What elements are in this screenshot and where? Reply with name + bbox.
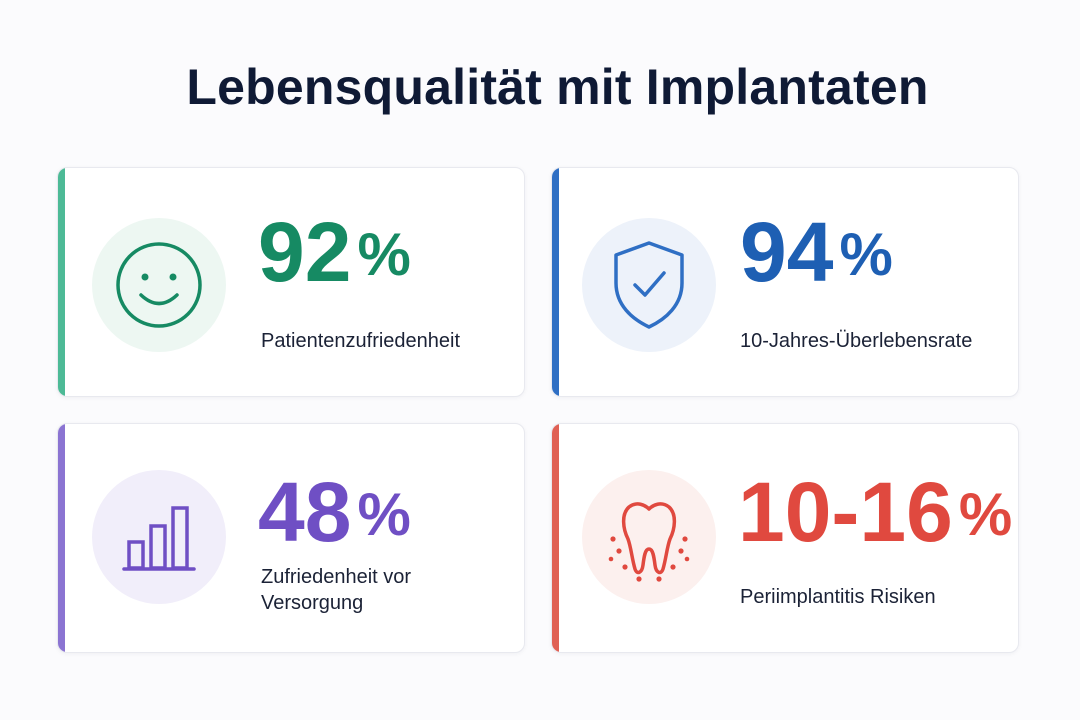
stat-number: 92 (258, 205, 352, 299)
stat-value: 94% (740, 210, 893, 294)
icon-circle (582, 470, 716, 604)
card-accent-bar (58, 168, 65, 396)
smiley-icon (116, 242, 202, 328)
icon-circle (92, 470, 226, 604)
stat-card-periimplantitis: 10-16% Periimplantitis Risiken (551, 423, 1019, 653)
stat-label: Periimplantitis Risiken (740, 586, 936, 608)
page-title: Lebensqualität mit Implantaten (186, 59, 929, 115)
stat-label: 10-Jahres-Überlebensrate (740, 330, 973, 352)
card-accent-bar (552, 424, 559, 652)
stat-unit: % (357, 481, 411, 548)
stat-number: 48 (258, 465, 352, 559)
stat-label: Patientenzufriedenheit (261, 330, 461, 352)
shield-check-icon (614, 241, 684, 329)
card-accent-bar (58, 424, 65, 652)
stat-unit: % (958, 481, 1013, 548)
card-accent-bar (552, 168, 559, 396)
icon-circle (92, 218, 226, 352)
stat-label: Zufriedenheit vor Versorgung (261, 566, 412, 614)
stat-value: 48% (258, 470, 411, 554)
stat-unit: % (357, 221, 411, 288)
icon-circle (582, 218, 716, 352)
stat-card-survival-rate: 94% 10-Jahres-Überlebensrate (551, 167, 1019, 397)
tooth-icon (608, 502, 690, 582)
stat-number: 10-16 (738, 465, 953, 559)
bar-chart-icon (122, 506, 196, 571)
stat-unit: % (839, 221, 893, 288)
stat-card-prior-satisfaction: 48% Zufriedenheit vor Versorgung (57, 423, 525, 653)
stat-number: 94 (740, 205, 834, 299)
stat-value: 92% (258, 210, 411, 294)
stat-value: 10-16% (738, 470, 1012, 554)
stat-card-satisfaction: 92% Patientenzufriedenheit (57, 167, 525, 397)
